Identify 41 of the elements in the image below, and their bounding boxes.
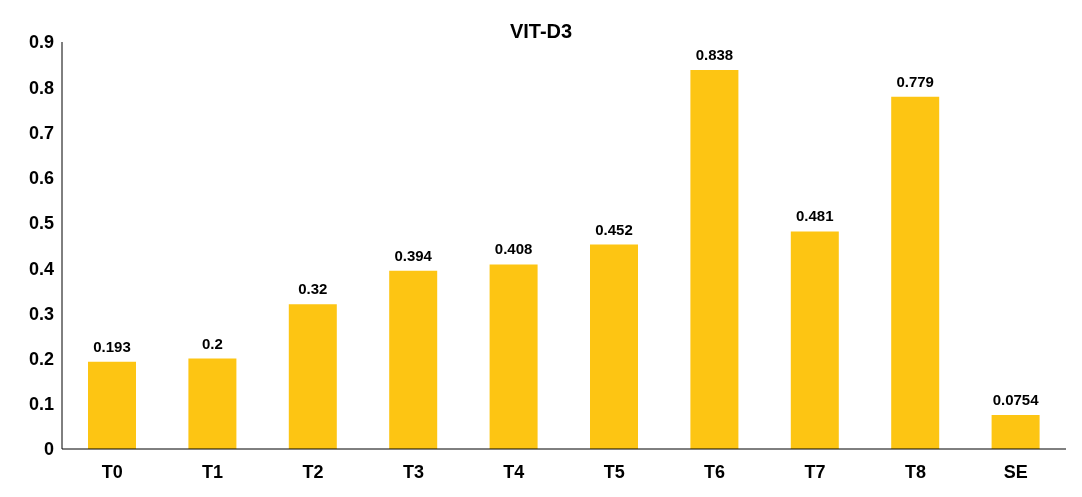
x-tick-label: T2	[302, 461, 324, 482]
bar	[590, 244, 638, 449]
data-label: 0.0754	[992, 390, 1040, 408]
bar	[88, 361, 136, 449]
data-label: 0.394	[394, 246, 433, 264]
y-tick-label: 0	[43, 439, 54, 460]
bar	[690, 70, 739, 449]
x-tick-label: T7	[804, 461, 826, 482]
y-tick-label: 0.9	[28, 32, 54, 53]
bar	[891, 96, 940, 449]
y-tick-label: 0.7	[28, 122, 54, 143]
bar	[288, 304, 337, 449]
y-tick-label: 0.5	[28, 213, 54, 234]
chart-title: VIT-D3	[509, 20, 573, 42]
data-label: 0.2	[201, 334, 223, 352]
y-tick-label: 0.2	[28, 348, 54, 369]
data-label: 0.481	[796, 207, 834, 225]
y-tick-label: 0.4	[28, 258, 54, 279]
x-tick-label: T1	[202, 461, 224, 482]
x-tick-label: T8	[904, 461, 926, 482]
data-label: 0.408	[494, 240, 533, 258]
bar	[188, 358, 237, 449]
data-label: 0.32	[298, 280, 328, 298]
data-label: 0.193	[93, 337, 131, 355]
x-tick-label: T6	[704, 461, 726, 482]
x-tick-label: T0	[101, 461, 123, 482]
bar	[790, 231, 839, 449]
bar	[991, 414, 1040, 449]
x-tick-label: SE	[1003, 461, 1028, 482]
data-label: 0.452	[595, 220, 633, 238]
bar	[389, 270, 438, 449]
x-tick-label: T3	[402, 461, 424, 482]
y-tick-label: 0.6	[28, 168, 54, 189]
bar	[489, 264, 538, 449]
x-tick-label: T5	[603, 461, 625, 482]
y-tick-label: 0.1	[28, 394, 54, 415]
x-tick-label: T4	[503, 461, 525, 482]
y-tick-label: 0.8	[28, 77, 54, 98]
data-label: 0.838	[695, 46, 734, 64]
y-tick-label: 0.3	[28, 303, 54, 324]
data-label: 0.779	[896, 72, 934, 90]
